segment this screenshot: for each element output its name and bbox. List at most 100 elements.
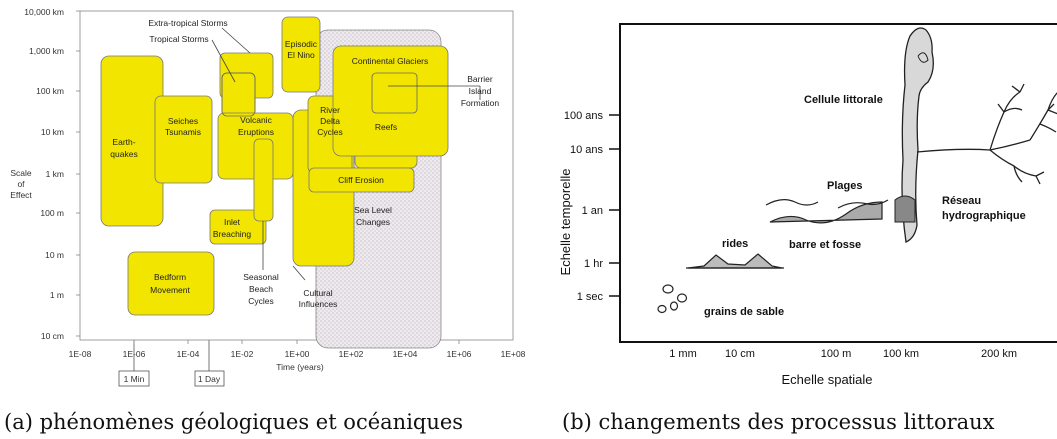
y-tick-label: 100 m [40,208,64,218]
y-tick-label: 10 km [41,127,64,137]
label-continental-glaciers: Continental Glaciers [352,56,429,66]
label-volcanic: Volcanic Eruptions [238,115,274,137]
frame-b [619,23,1057,343]
y-tick-label: 10 ans [570,144,604,156]
x-tick-label: 1E+02 [339,349,364,359]
y-tick-label: 1 m [50,290,64,300]
y-tick-labels-b: 100 ans 10 ans 1 an 1 hr 1 sec [564,110,604,303]
y-tick-label: 10 m [45,250,64,260]
y-tick-label: 10,000 km [24,7,64,17]
svg-text:Movement: Movement [150,285,190,295]
x-tick-label: 1 mm [669,348,697,360]
label-grains: grains de sable [704,306,784,318]
label-tropical-storms: Tropical Storms [149,34,208,44]
y-tick-labels: 10,000 km 1,000 km 100 km 10 km 1 km 100… [24,7,64,341]
x-tick-label: 1E+00 [285,349,310,359]
svg-text:hydrographique: hydrographique [942,210,1026,222]
label-bedform: Bedform Movement [150,272,190,295]
svg-text:Effect: Effect [10,190,32,200]
svg-text:Breaching: Breaching [213,229,252,239]
x-tick-label: 1E-04 [177,349,200,359]
label-cultural: Cultural Influences [299,288,338,309]
svg-text:Earth-: Earth- [112,137,135,147]
y-tick-label: 1 an [582,205,603,217]
label-seiches: Seiches Tsunamis [165,116,201,137]
label-river-delta: River Delta Cycles [317,105,343,137]
region-el-nino [281,16,321,93]
label-cellule-littorale: Cellule littorale [804,94,883,106]
svg-text:Tsunamis: Tsunamis [165,127,201,137]
bar-trough-sketch [769,201,883,224]
panel-a-diagram: Scale of Effect 10,000 km 1,000 km 100 k… [10,7,526,387]
x-tick-label: 1E-08 [69,349,92,359]
y-tick-label: 1,000 km [29,46,64,56]
y-tick-label: 100 km [36,86,64,96]
label-seasonal-beach: Seasonal Beach Cycles [243,272,279,306]
x-tick-label: 1E+04 [393,349,418,359]
region-tropical-storms [221,72,256,117]
y-axis-title-b: Echelle temporelle [558,169,573,276]
svg-text:quakes: quakes [110,149,137,159]
svg-text:Eruptions: Eruptions [238,127,274,137]
coastal-cell-sketch [901,27,934,243]
sand-grains-sketch [657,284,688,314]
region-seiches [154,95,213,184]
river-network-sketch [916,83,1057,185]
x-tick-label: 100 km [883,348,919,360]
plot-frame [79,10,514,341]
svg-text:1 Min: 1 Min [124,374,145,384]
label-barrier-island: Barrier Island Formation [461,74,500,108]
x-tick-label: 200 km [981,348,1017,360]
ref-box-minute: 1 Min [118,370,150,387]
svg-text:of: of [17,179,25,189]
svg-text:Influences: Influences [299,299,338,309]
y-tick-label: 100 ans [564,110,604,122]
svg-text:Island: Island [469,86,492,96]
svg-text:Barrier: Barrier [467,74,493,84]
y-tick-label: 1 hr [584,258,603,270]
svg-text:Formation: Formation [461,98,500,108]
svg-text:River: River [320,105,340,115]
x-axis-title: Time (years) [276,362,324,372]
svg-text:Episodic: Episodic [285,39,318,49]
region-bedform [127,251,215,316]
svg-text:Cycles: Cycles [317,127,343,137]
y-tick-label: 1 km [46,169,64,179]
region-continental-glaciers [332,45,449,157]
y-tick-label: 10 cm [41,331,64,341]
ripples-sketch [687,253,783,269]
x-tick-label: 100 m [821,348,852,360]
caption-b: (b) changements des processus littoraux [562,410,995,434]
y-tick-label: 1 sec [577,291,604,303]
label-rides: rides [722,238,748,250]
svg-text:Cultural: Cultural [303,288,332,298]
svg-text:Delta: Delta [320,116,340,126]
x-tick-label: 1E+08 [501,349,526,359]
x-tick-label: 1E-02 [231,349,254,359]
svg-text:Bedform: Bedform [154,272,186,282]
label-el-nino: Episodic El Nino [285,39,318,60]
x-tick-label: 10 cm [725,348,755,360]
svg-text:Beach: Beach [249,284,273,294]
label-reseau: Réseau hydrographique [942,195,1026,222]
label-cliff-erosion: Cliff Erosion [338,175,384,185]
label-sea-level: Sea Level Changes [354,205,392,227]
svg-text:Seiches: Seiches [168,116,198,126]
label-barre: barre et fosse [789,239,861,251]
caption-a: (a) phénomènes géologiques et océaniques [4,410,464,434]
svg-text:Seasonal: Seasonal [243,272,279,282]
region-seasonal-beach [253,138,274,222]
x-tick-label: 1E+06 [447,349,472,359]
region-cliff-erosion [308,167,415,193]
ref-box-day: 1 Day [194,370,225,387]
svg-text:El Nino: El Nino [287,50,315,60]
panel-b-diagram: Echelle temporelle 100 ans 10 ans 1 an 1… [558,23,1057,387]
svg-text:1 Day: 1 Day [198,374,221,384]
svg-text:Inlet: Inlet [224,217,241,227]
region-inlet [209,209,267,245]
x-tick-labels-b: 1 mm 10 cm 100 m 100 km 200 km [669,348,1017,360]
x-tick-labels: 1E-08 1E-06 1E-04 1E-02 1E+00 1E+02 1E+0… [69,349,526,359]
svg-text:Changes: Changes [356,217,390,227]
label-earthquakes: Earth- quakes [110,137,137,159]
label-reefs: Reefs [375,122,397,132]
